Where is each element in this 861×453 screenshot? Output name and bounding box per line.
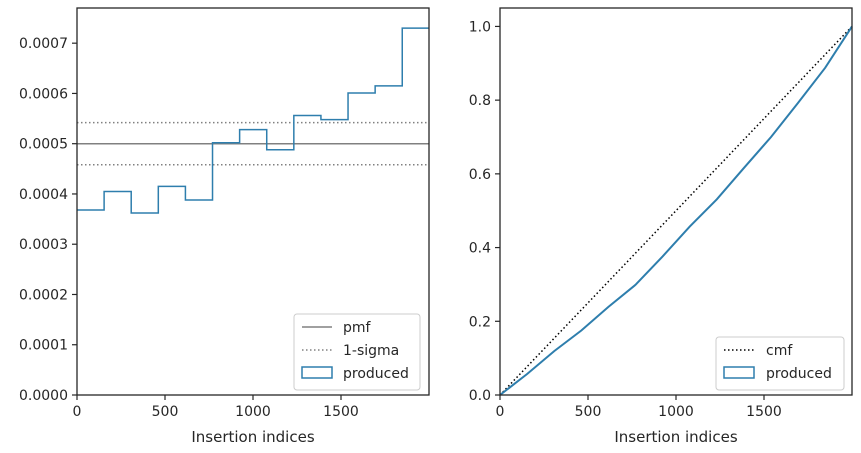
x-tick-label: 500 <box>152 404 179 420</box>
y-tick-label: 0.4 <box>469 241 491 257</box>
cmf-line <box>499 25 853 396</box>
cumulative-panel: 0.0 0.2 0.4 0.6 0.8 1.0 0 500 1000 1500 Insertio… <box>469 7 853 446</box>
y-tick-label: 0.0001 <box>19 338 68 354</box>
legend-produced-label: produced <box>343 366 409 382</box>
x-tick-label: 1500 <box>746 404 782 420</box>
produced-step-line <box>77 27 429 214</box>
y-tick-label: 0.0 <box>469 388 491 404</box>
x-tick-label: 1000 <box>658 404 694 420</box>
legend-produced-swatch <box>301 366 333 379</box>
y-tick-label: 0.8 <box>469 93 491 109</box>
histogram-legend: pmf 1-sigma produced <box>293 313 421 391</box>
y-axis-ticks: 0.0000 0.0001 0.0002 0.0003 0.0004 0.0005 0.00… <box>19 36 77 404</box>
legend-produced-swatch <box>723 366 755 379</box>
y-tick-label: 1.0 <box>469 19 491 35</box>
x-axis-ticks: 0 500 1000 1500 <box>73 395 359 420</box>
y-tick-label: 0.0006 <box>19 86 68 102</box>
legend-pmf-label: pmf <box>343 320 372 336</box>
x-tick-label: 500 <box>575 404 602 420</box>
x-tick-label: 1500 <box>323 404 359 420</box>
legend-cmf-label: cmf <box>766 343 793 359</box>
produced-cumulative-line <box>499 25 853 396</box>
x-tick-label: 1000 <box>235 404 271 420</box>
y-tick-label: 0.0003 <box>19 237 68 253</box>
y-tick-label: 0.0000 <box>19 388 68 404</box>
x-axis-label: Insertion indices <box>191 428 314 446</box>
y-tick-label: 0.0007 <box>19 36 68 52</box>
y-tick-label: 0.0004 <box>19 187 68 203</box>
y-tick-label: 0.0005 <box>19 137 68 153</box>
cumulative-legend: cmf produced <box>715 336 845 391</box>
x-axis-ticks: 0 500 1000 1500 <box>496 395 782 420</box>
x-tick-label: 0 <box>496 404 505 420</box>
x-tick-label: 0 <box>73 404 82 420</box>
y-tick-label: 0.0002 <box>19 287 68 303</box>
reference-lines <box>77 121 429 166</box>
x-axis-label: Insertion indices <box>614 428 737 446</box>
legend-sigma-label: 1-sigma <box>343 343 399 359</box>
legend-produced-label: produced <box>766 366 832 382</box>
y-tick-label: 0.2 <box>469 314 491 330</box>
legend-box <box>293 313 421 391</box>
y-axis-ticks: 0.0 0.2 0.4 0.6 0.8 1.0 <box>469 19 500 404</box>
y-tick-label: 0.6 <box>469 167 491 183</box>
histogram-panel: 0.0000 0.0001 0.0002 0.0003 0.0004 0.0005 0.00… <box>19 7 430 446</box>
